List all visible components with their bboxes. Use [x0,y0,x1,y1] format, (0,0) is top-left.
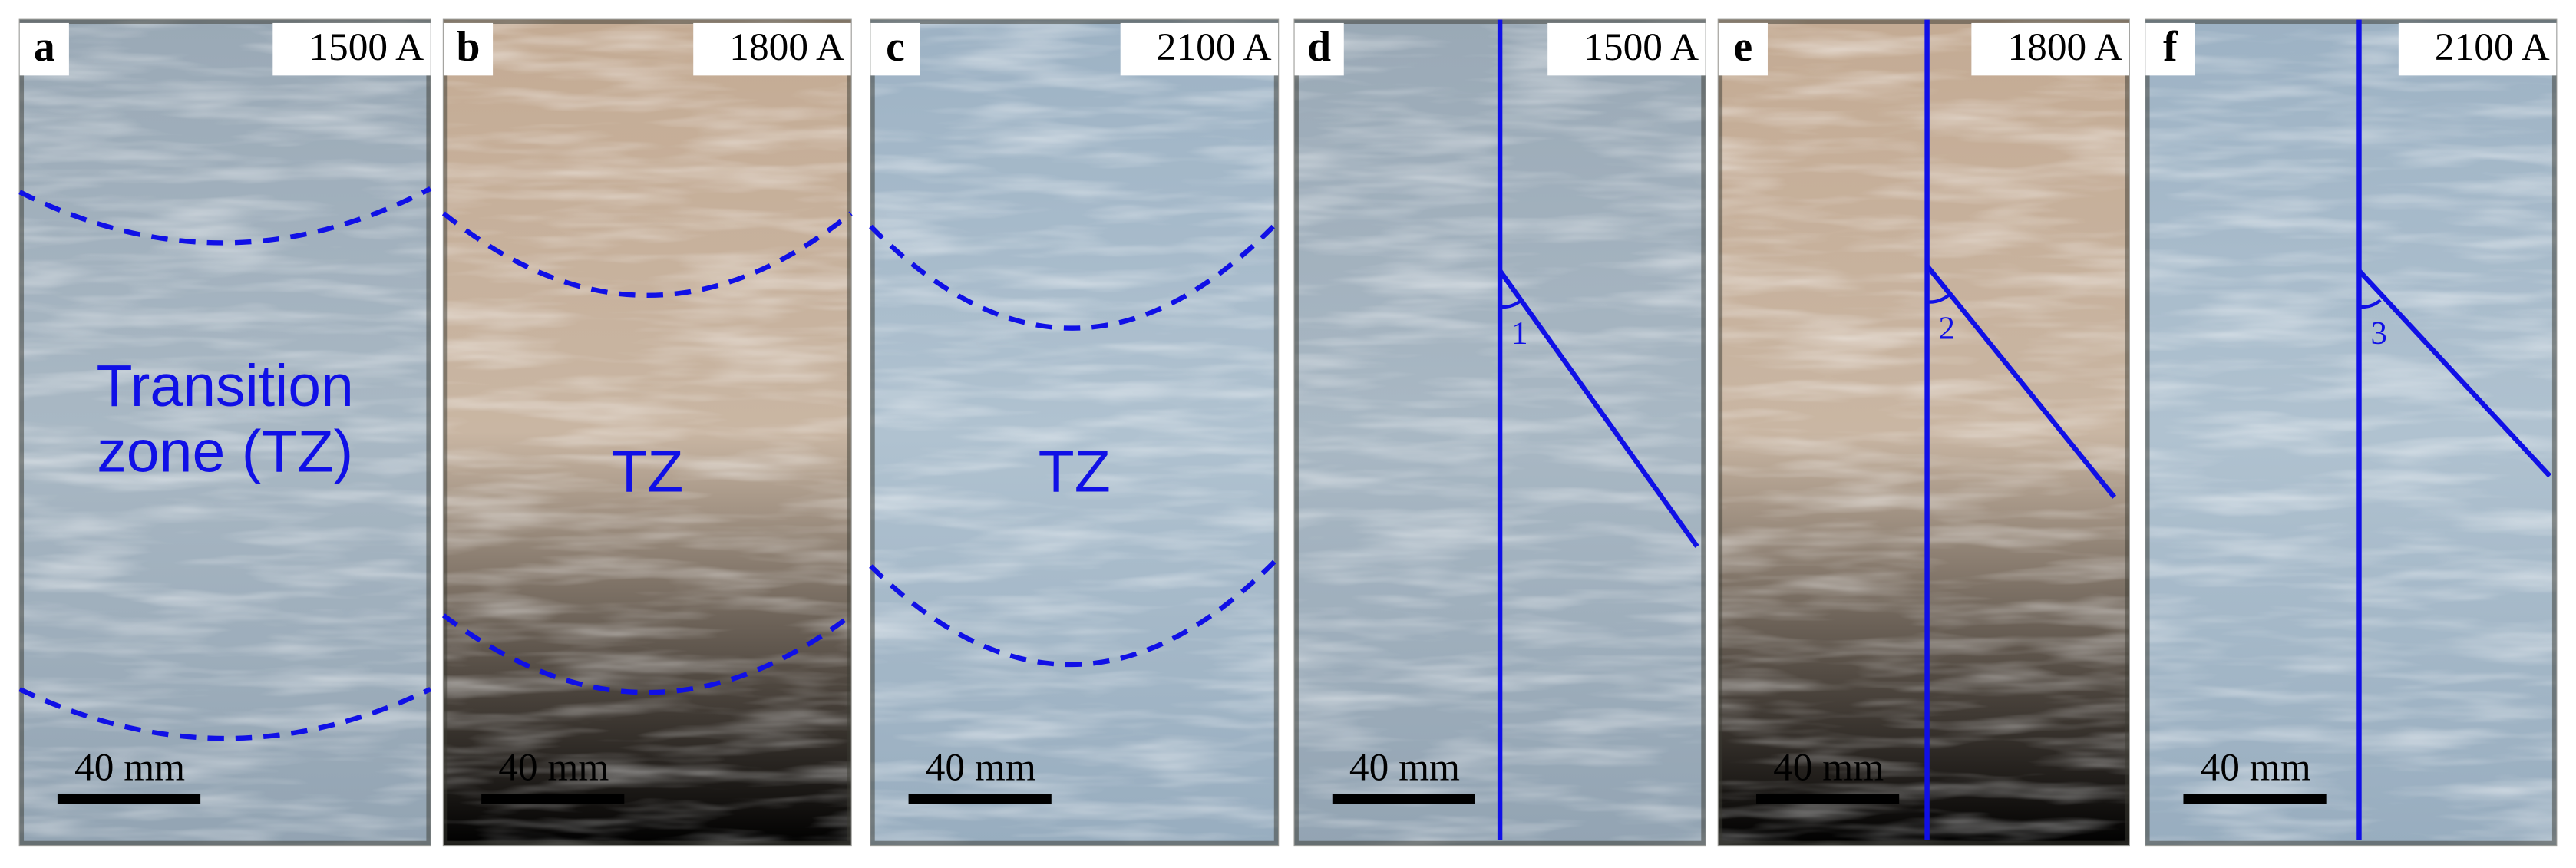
panel-label: c [886,23,905,71]
zone-label: Transition [97,353,354,419]
label-box [1294,22,1344,76]
texture [443,19,851,846]
label-box [2145,22,2195,76]
current-box [693,22,851,76]
panel: 3 f 2100 A 40 mm [2145,18,2558,847]
panel: 2 e 1800 A 40 mm [1717,18,2130,847]
boundary-arc [441,211,853,299]
scale-bar-label: 40 mm [2201,746,2311,790]
angle-label: 1 [1511,315,1527,351]
growth-line [1925,264,2117,499]
zone-label: TZ [1039,438,1111,504]
scale-bar-label: 40 mm [1773,746,1884,790]
boundary-arc [441,613,853,695]
boundary-arc [18,186,432,246]
edge [870,18,1280,847]
current-label: 1800 A [729,25,844,69]
current-box [1547,22,1706,76]
current-label: 1500 A [1584,25,1699,69]
current-box [2398,22,2557,76]
panel-label: f [2163,23,2178,71]
panel-label: a [34,23,55,71]
angle-label: 3 [2370,315,2386,351]
scale-bar-label: 40 mm [926,746,1036,790]
current-box [1120,22,1279,76]
boundary-arc [869,556,1280,668]
texture [19,19,431,846]
panel: TZ c 2100 A 40 mm [869,18,1280,847]
current-label: 1800 A [2007,25,2122,69]
zone-label: zone (TZ) [97,419,353,485]
panel-label: d [1307,23,1331,71]
boundary-arc [18,687,432,741]
texture [1718,19,2129,846]
angle-label: 2 [1939,311,1955,347]
texture [870,19,1279,846]
angle-arc [2359,299,2382,309]
panel-label: e [1734,23,1753,71]
angle-arc [1927,294,1950,304]
label-box [1718,22,1768,76]
edge [2145,18,2558,847]
current-box [1971,22,2129,76]
panel-label: b [457,23,481,71]
current-label: 2100 A [2435,25,2550,69]
scale-bar-label: 40 mm [498,746,609,790]
current-box [272,22,431,76]
edge [18,18,431,847]
boundary-arc [869,219,1280,331]
scale-bar-label: 40 mm [1349,746,1460,790]
label-box [870,22,920,76]
texture [2145,19,2557,846]
panel: 1 d 1500 A 40 mm [1293,18,1706,847]
label-box [443,22,494,76]
angle-arc [1499,299,1523,309]
growth-line [1498,269,1699,548]
current-label: 1500 A [309,25,424,69]
current-label: 2100 A [1157,25,1272,69]
scale-bar-label: 40 mm [74,746,185,790]
panel: TZ b 1800 A 40 mm [441,18,853,847]
label-box [19,22,69,76]
edge [1717,18,2130,847]
zone-label: TZ [611,438,683,504]
growth-line [2357,269,2552,478]
edge [442,18,852,847]
